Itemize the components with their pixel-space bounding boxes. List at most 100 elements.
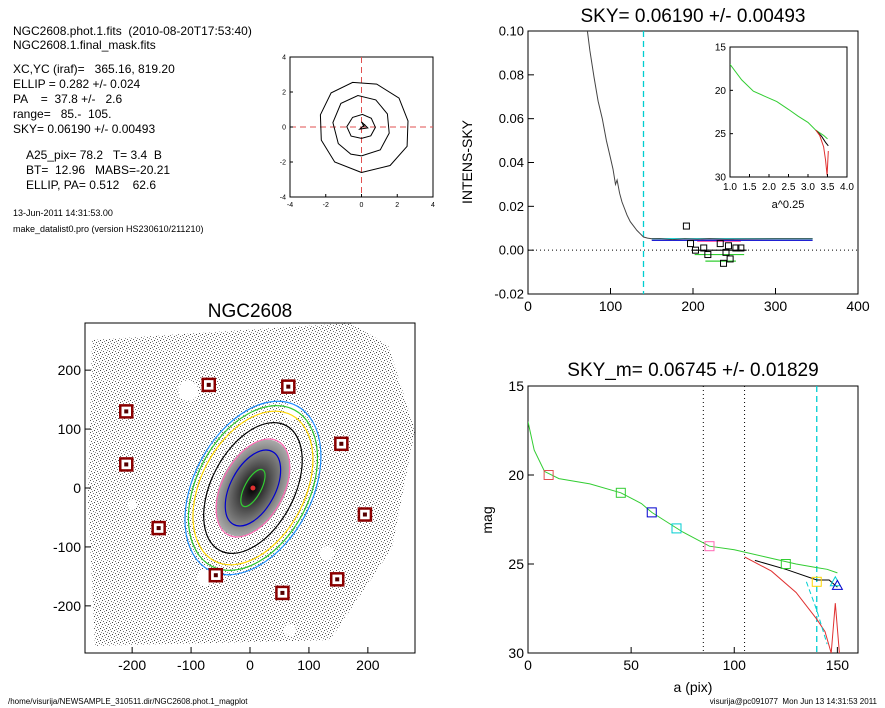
- mag-x-tick-label: 50: [623, 657, 639, 673]
- center-y-tick-label: 4: [282, 54, 286, 61]
- inset-y-tick-label: 25: [715, 129, 727, 140]
- center-x-tick-label: -4: [287, 202, 293, 209]
- sky-data: [528, 31, 858, 294]
- sky-point: [691, 246, 699, 254]
- mag-y-tick-label: 15: [508, 378, 524, 394]
- inset-data: [730, 64, 829, 176]
- isophote-ellipse: [187, 405, 319, 571]
- param-range: range= 85.- 105.: [13, 107, 112, 121]
- image-y-tick-label: -200: [53, 598, 81, 614]
- center-marks: [358, 121, 369, 130]
- sky-x-tick-label: 300: [764, 298, 788, 314]
- masked-region: [178, 381, 198, 401]
- inset-y-tick-label: 20: [715, 86, 727, 97]
- program-version: make_datalist0.pro (version HS230610/211…: [13, 224, 204, 234]
- sky-x-tick-label: 100: [599, 298, 623, 314]
- sky-y-tick-label: 0.04: [499, 155, 524, 170]
- image-x-tick-label: 200: [356, 657, 380, 673]
- inset-x-tick-label: 2.0: [762, 182, 776, 193]
- mask-file-name: NGC2608.1.final_mask.fits: [13, 38, 156, 52]
- mag-x-tick-label: 150: [826, 657, 850, 673]
- galaxy-image-plot: NGC2608 -200 -100 0 100 200 -200 -100 0 100 200: [53, 301, 416, 673]
- sky-point: [722, 248, 730, 256]
- sky-point: [726, 255, 734, 263]
- center-y-tick-label: -2: [280, 159, 286, 166]
- masked-region: [127, 500, 137, 510]
- result-bt: BT= 12.96 MABS=-20.21: [26, 163, 171, 177]
- mag-marker: [811, 576, 822, 587]
- inset-x-tick-label: 2.5: [782, 182, 796, 193]
- sky-y-tick-label: 0.00: [499, 243, 524, 258]
- isophote-contour: [332, 94, 390, 157]
- image-y-tick-label: 0: [73, 480, 81, 496]
- center-y-tick-label: 2: [282, 89, 286, 96]
- run-date: 13-Jun-2011 14:31:53.00: [13, 208, 113, 218]
- masked-star: [286, 384, 291, 389]
- mag-plot-ylabel: mag: [479, 506, 495, 533]
- sky-point: [704, 251, 712, 259]
- masked-star: [362, 512, 367, 517]
- galaxy-center: [250, 485, 256, 491]
- center-y-tick-label: -4: [280, 194, 286, 201]
- mag-marker: [671, 523, 682, 534]
- param-center: XC,YC (iraf)= 365.16, 819.20: [13, 62, 175, 76]
- masked-region: [320, 546, 334, 560]
- mag-marker: [646, 507, 657, 518]
- center-x-tick-label: -2: [323, 202, 329, 209]
- param-sky: SKY= 0.06190 +/- 0.00493: [13, 122, 156, 136]
- inset-red-line: [815, 129, 829, 176]
- sky-point: [687, 240, 695, 248]
- masked-region: [284, 404, 300, 420]
- sky-y-tick-label: 0.08: [499, 67, 524, 82]
- mag-marker: [780, 559, 791, 569]
- mag-x-tick-label: 0: [524, 657, 532, 673]
- image-plot-title: NGC2608: [208, 301, 293, 322]
- sky-x-tick-label: 400: [846, 298, 870, 314]
- mag-data: [528, 386, 844, 653]
- param-ellip: ELLIP = 0.282 +/- 0.024: [13, 77, 141, 91]
- footer-user-stamp: visurija@pc091077 Mon Jun 13 14:31:53 20…: [709, 697, 877, 706]
- sky-point: [700, 244, 708, 252]
- inset-plot-frame: [729, 46, 848, 178]
- file-name: NGC2608.phot.1.fits (2010-08-20T17:53:40…: [13, 24, 252, 38]
- inset-x-tick-label: 3.5: [821, 182, 835, 193]
- isophote-contour: [346, 113, 376, 139]
- mag-y-tick-label: 25: [508, 556, 524, 572]
- mag-cyan-line: [805, 581, 828, 645]
- mag-red-line: [744, 556, 840, 653]
- center-x-tick-label: 0: [360, 202, 364, 209]
- mag-green-line: [528, 421, 838, 574]
- mag-y-tick-label: 20: [508, 467, 524, 483]
- image-x-tick-label: 0: [246, 657, 254, 673]
- sky-plot-title: SKY= 0.06190 +/- 0.00493: [580, 6, 805, 27]
- image-y-tick-label: 200: [58, 362, 82, 378]
- masked-star: [280, 590, 285, 595]
- inset-x-tick-label: 3.0: [801, 182, 815, 193]
- mag-plot-xlabel: a (pix): [674, 679, 713, 695]
- mag-y-tick-label: 30: [508, 645, 524, 661]
- isophote-ellipse: [240, 468, 266, 508]
- isophote-ellipse: [224, 449, 282, 527]
- image-y-tick-label: -100: [53, 539, 81, 555]
- sky-y-tick-label: -0.02: [494, 287, 524, 302]
- center-x-tick-label: 4: [431, 202, 435, 209]
- mag-marker: [543, 470, 554, 480]
- inset-green-line: [730, 64, 828, 140]
- sky-y-tick-label: 0.02: [499, 199, 524, 214]
- inset-xlabel: a^0.25: [772, 199, 805, 211]
- center-contour-plot: -4 -2 0 2 4 -4 -2 0 2 4: [280, 54, 435, 209]
- result-a25: A25_pix= 78.2 T= 3.4 B: [26, 148, 162, 162]
- image-x-tick-label: 100: [297, 657, 321, 673]
- sky-x-tick-label: 200: [681, 298, 705, 314]
- mag-marker: [831, 579, 844, 590]
- inset-y-tick-label: 30: [715, 173, 727, 184]
- masked-star: [124, 462, 129, 467]
- sky-point: [732, 244, 740, 252]
- sky-point: [737, 244, 745, 252]
- masked-star: [156, 526, 161, 531]
- isophote-ellipse: [215, 438, 291, 538]
- sky-x-tick-label: 0: [524, 298, 532, 314]
- center-y-tick-label: 0: [282, 124, 286, 131]
- mag-marker: [704, 541, 715, 552]
